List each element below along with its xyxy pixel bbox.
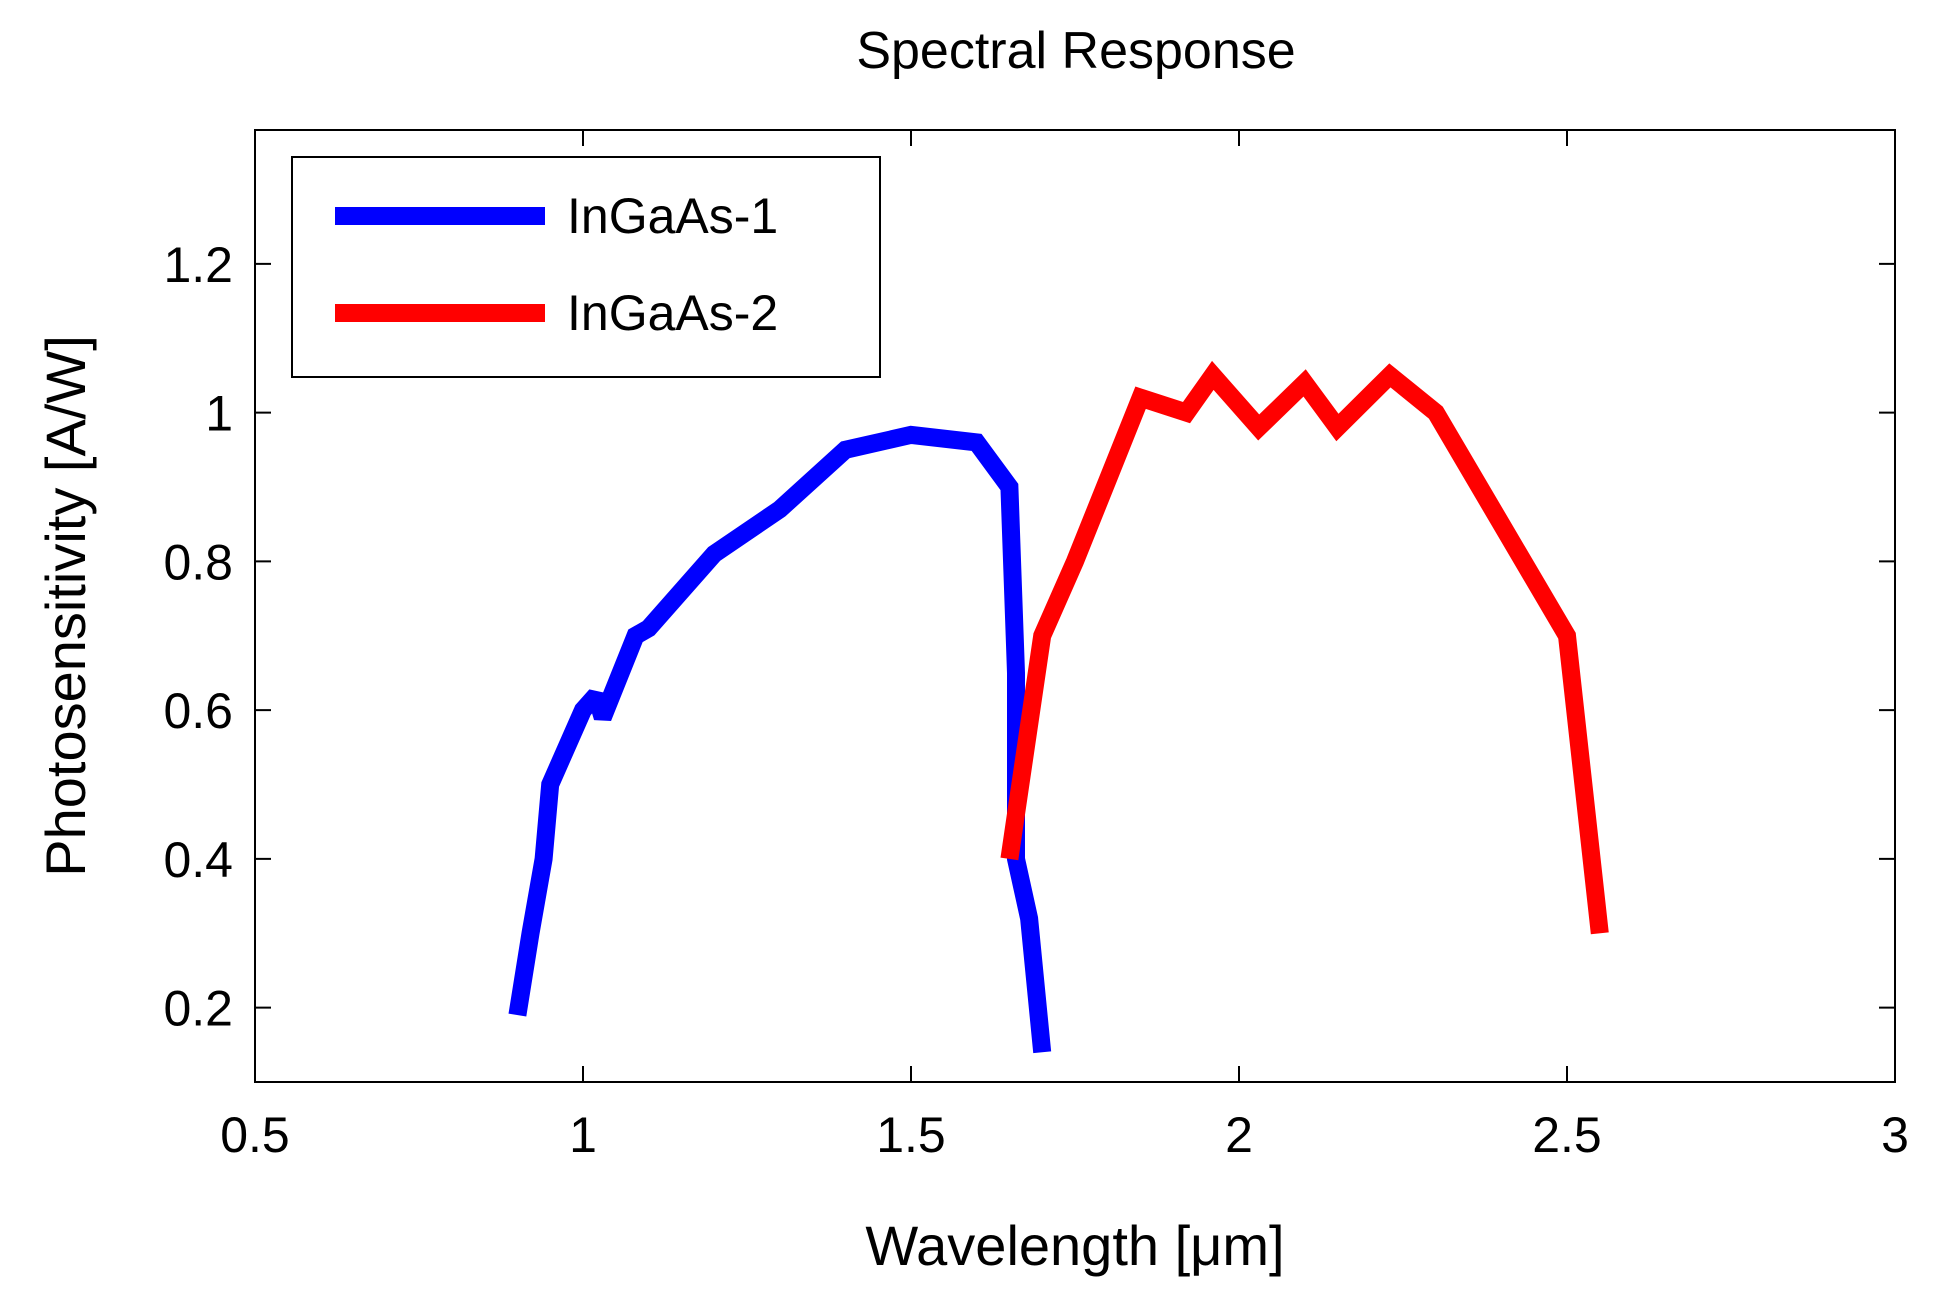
y-tick-label: 0.6	[163, 683, 233, 739]
legend: InGaAs-1 InGaAs-2	[291, 156, 881, 378]
legend-label-ingaas-1: InGaAs-1	[567, 188, 778, 244]
y-axis-ticks: 0.2 0.4 0.6 0.8 1 1.2	[163, 237, 1895, 1037]
x-tick-label: 1.5	[876, 1107, 946, 1163]
y-tick-label: 1.2	[163, 237, 233, 293]
x-axis-label: Wavelength [μm]	[865, 1214, 1284, 1277]
y-tick-label: 0.2	[163, 981, 233, 1037]
x-axis-ticks: 0.5 1 1.5 2 2.5 3	[220, 130, 1909, 1163]
series-lines	[508, 360, 1609, 1054]
x-tick-label: 3	[1881, 1107, 1909, 1163]
y-tick-label: 1	[205, 386, 233, 442]
series-line-ingaas-1	[508, 425, 1052, 1054]
legend-box	[291, 156, 881, 378]
chart-title: Spectral Response	[856, 22, 1295, 80]
series-line-ingaas-2	[1000, 360, 1609, 935]
x-tick-label: 2.5	[1532, 1107, 1602, 1163]
x-tick-label: 1	[569, 1107, 597, 1163]
y-tick-label: 0.4	[163, 832, 233, 888]
y-axis-label: Photosensitivity [A/W]	[34, 335, 97, 877]
y-tick-label: 0.8	[163, 534, 233, 590]
x-tick-label: 0.5	[220, 1107, 290, 1163]
x-tick-label: 2	[1225, 1107, 1253, 1163]
legend-label-ingaas-2: InGaAs-2	[567, 285, 778, 341]
